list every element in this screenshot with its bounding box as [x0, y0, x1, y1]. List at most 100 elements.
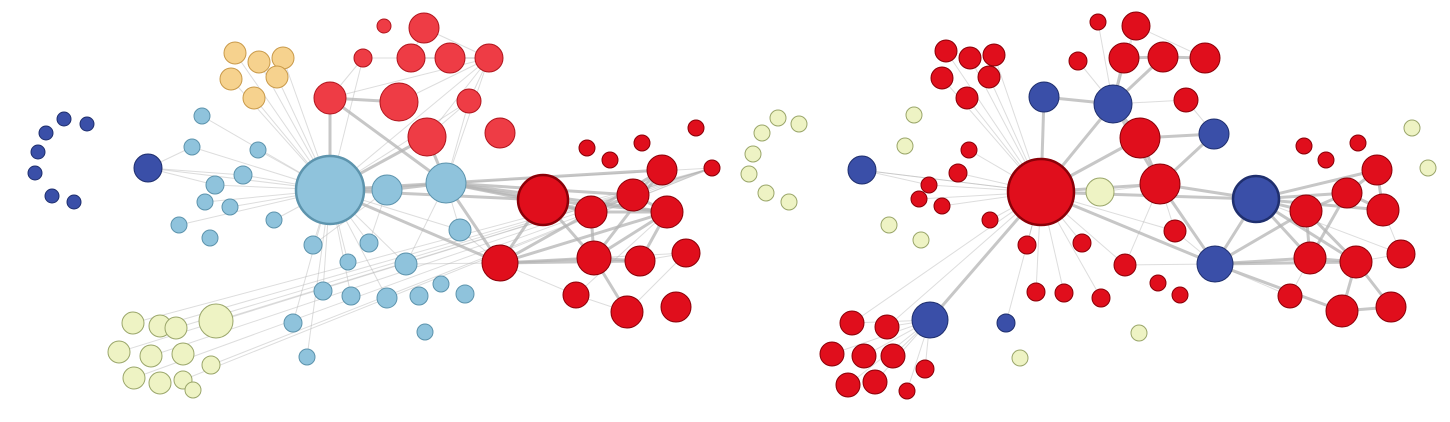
right-node-red [1366, 193, 1400, 227]
right-node-pale-yellow [905, 106, 923, 124]
left-edge [147, 167, 244, 176]
right-node-red [898, 382, 916, 400]
right-node-red [1163, 219, 1187, 243]
left-node-light-blue [313, 281, 333, 301]
right-node-dark-blue [1231, 174, 1281, 224]
right-node-red [1171, 286, 1189, 304]
right-node-pale-yellow [769, 109, 787, 127]
left-node-dark-blue [30, 144, 46, 160]
right-node-red [851, 343, 877, 369]
right-node-red [1293, 241, 1327, 275]
left-network-nodes [27, 12, 721, 399]
left-edge [133, 167, 713, 379]
left-node-light-blue [233, 165, 253, 185]
left-node-red [646, 154, 678, 186]
right-node-pale-yellow [757, 184, 775, 202]
left-node-light-blue [455, 284, 475, 304]
left-node-light-blue [359, 233, 379, 253]
right-node-red [1147, 41, 1179, 73]
right-node-red [1349, 134, 1367, 152]
right-node-pale-yellow [740, 165, 758, 183]
right-node-red [960, 141, 978, 159]
right-node-red [1089, 13, 1107, 31]
right-node-red [1072, 233, 1092, 253]
right-node-pale-yellow [1419, 159, 1437, 177]
left-node-red [687, 119, 705, 137]
left-node-light-blue [249, 141, 267, 159]
left-node-yellow [247, 50, 271, 74]
left-node-pale-yellow [201, 355, 221, 375]
right-node-dark-blue [1093, 84, 1133, 124]
left-node-light-blue [341, 286, 361, 306]
left-node-red [616, 178, 650, 212]
left-node-light-red [456, 88, 482, 114]
left-node-pale-yellow [184, 381, 202, 399]
right-node-red [1149, 274, 1167, 292]
right-node-dark-blue [996, 313, 1016, 333]
left-node-red [650, 195, 684, 229]
right-node-red [981, 211, 999, 229]
left-node-pale-yellow [107, 340, 131, 364]
left-node-light-blue [432, 275, 450, 293]
left-node-light-blue [170, 216, 188, 234]
right-node-red [1121, 11, 1151, 41]
right-node-dark-blue [1028, 81, 1060, 113]
left-node-light-blue [339, 253, 357, 271]
right-node-red [1289, 194, 1323, 228]
left-node-light-blue [205, 175, 225, 195]
left-node-red [516, 173, 570, 227]
right-node-red [862, 369, 888, 395]
left-node-pale-yellow [139, 344, 163, 368]
right-node-red [1006, 157, 1076, 227]
left-node-red [601, 151, 619, 169]
right-node-red [1173, 87, 1199, 113]
right-network-nodes [740, 11, 1437, 400]
right-node-red [1091, 288, 1111, 308]
left-node-red [562, 281, 590, 309]
right-node-red [1139, 163, 1181, 205]
right-node-red [1331, 177, 1363, 209]
right-node-red [1277, 283, 1303, 309]
left-node-light-blue [283, 313, 303, 333]
right-edge [851, 191, 1042, 324]
left-node-light-red [396, 43, 426, 73]
right-node-red [1054, 283, 1074, 303]
left-node-yellow [223, 41, 247, 65]
left-edge [329, 96, 447, 185]
left-node-light-blue [376, 287, 398, 309]
left-node-red [624, 245, 656, 277]
right-node-red [819, 341, 845, 367]
left-node-dark-blue [44, 188, 60, 204]
left-node-light-blue [196, 193, 214, 211]
right-node-pale-yellow [1403, 119, 1421, 137]
right-node-red [933, 197, 951, 215]
left-node-red [574, 195, 608, 229]
left-node-light-red [474, 43, 504, 73]
left-node-red [660, 291, 692, 323]
left-node-red [578, 139, 596, 157]
left-node-light-blue [409, 286, 429, 306]
right-node-pale-yellow [1011, 349, 1029, 367]
right-node-red [920, 176, 938, 194]
right-node-red [1361, 154, 1393, 186]
right-node-red [915, 359, 935, 379]
left-node-light-red [434, 42, 466, 74]
left-node-light-blue [425, 162, 467, 204]
right-node-red [1017, 235, 1037, 255]
right-node-red [1386, 239, 1416, 269]
left-edge [499, 259, 641, 265]
right-node-pale-yellow [780, 193, 798, 211]
left-node-light-red [408, 12, 440, 44]
left-node-light-blue [371, 174, 403, 206]
left-node-red [610, 295, 644, 329]
right-node-pale-yellow [880, 216, 898, 234]
left-node-dark-blue [66, 194, 82, 210]
left-node-light-blue [221, 198, 239, 216]
left-node-light-blue [294, 154, 366, 226]
right-node-red [1339, 245, 1373, 279]
right-node-red [1026, 282, 1046, 302]
right-node-red [1119, 117, 1161, 159]
left-edge [445, 57, 490, 184]
right-node-red [977, 65, 1001, 89]
right-node-dark-blue [1196, 245, 1234, 283]
